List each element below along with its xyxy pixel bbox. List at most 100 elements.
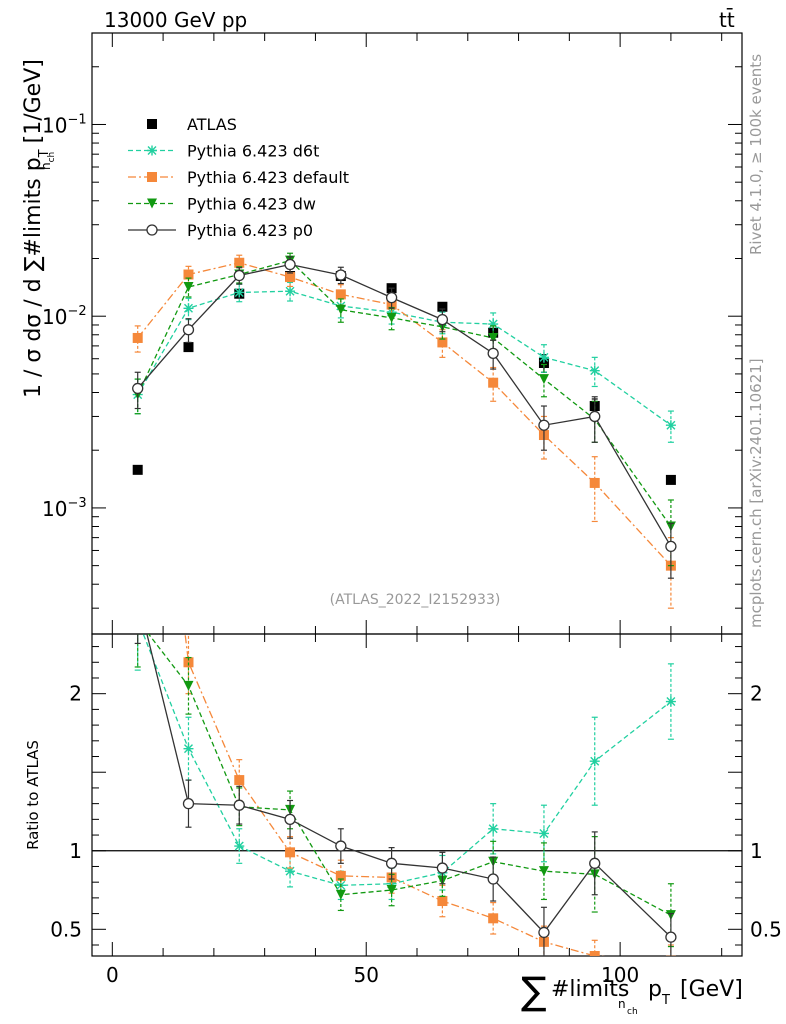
main-data-point: [665, 420, 676, 431]
main-data-point: [436, 313, 449, 326]
ratio-series-line: [142, 634, 672, 886]
ratio-data-point: [538, 926, 550, 939]
ratio-series-pythia-6-423-p0: [134, 634, 677, 956]
ratio-y-tick-label-right: 1: [750, 839, 763, 863]
main-data-point: [183, 269, 194, 280]
ratio-y-tick-label-right: 0.5: [750, 917, 782, 941]
main-y-tick-label: 10−2: [42, 304, 87, 329]
ratio-data-point: [665, 696, 676, 707]
main-data-point: [665, 540, 677, 553]
main-series-layer: [132, 252, 677, 609]
ratio-axis-ticks: 2 2 1 1 0.5 0.5: [50, 646, 782, 946]
header-collision-label: 13000 GeV pp: [104, 8, 247, 32]
ratio-data-point: [234, 775, 245, 786]
ylabel-main-unit: [1/GeV]: [21, 59, 46, 143]
ratio-data-point: [589, 756, 600, 767]
ratio-series-line: [184, 634, 606, 956]
legend-label: Pythia 6.423 dw: [187, 195, 316, 214]
y-axis-label-ratio: Ratio to ATLAS: [24, 740, 42, 850]
legend-label: Pythia 6.423 default: [187, 168, 349, 187]
legend: ATLAS Pythia 6.423 d6t Pythia 6.423 defaul…: [128, 115, 349, 240]
legend-label: Pythia 6.423 p0: [187, 221, 313, 240]
ratio-data-point: [233, 799, 245, 811]
ratio-data-point: [183, 743, 194, 754]
main-data-point: [234, 287, 245, 298]
main-axis-ticks: 10−110−210−3: [42, 66, 742, 609]
header-process-label: tt̄: [719, 7, 735, 32]
legend-entry: Pythia 6.423 default: [128, 168, 349, 187]
ratio-data-point: [436, 862, 449, 874]
main-data-point: [335, 269, 347, 281]
x-tick-label: 0: [106, 963, 119, 987]
main-data-point: [538, 352, 549, 363]
ratio-data-point: [589, 951, 600, 956]
ratio-data-point: [437, 896, 448, 907]
ratio-data-point: [487, 873, 499, 885]
x-axis-ticks: 0 50 100: [106, 33, 723, 987]
xlabel-sub-ch: ch: [627, 1007, 638, 1017]
main-data-point: [335, 304, 346, 315]
ratio-data-point: [665, 955, 676, 956]
main-y-tick-base: 10: [42, 497, 67, 521]
x-axis-label: ∑ #limits n ch p T [GeV]: [521, 969, 743, 1017]
main-data-point: [487, 347, 499, 360]
legend-entry: Pythia 6.423 d6t: [128, 142, 319, 161]
ratio-data-point: [183, 680, 194, 691]
ratio-data-point: [335, 840, 347, 852]
legend-entry: Pythia 6.423 dw: [128, 195, 316, 214]
ylabel-main-text: 1 / σ dσ / d ∑#limits p: [21, 157, 46, 398]
main-data-point: [233, 269, 245, 282]
main-data-point: [183, 342, 194, 353]
main-y-tick-exponent: −3: [67, 496, 86, 511]
legend-marker: [147, 119, 157, 129]
main-data-point: [488, 332, 499, 343]
main-y-tick-label: 10−1: [42, 112, 87, 137]
main-data-point: [385, 291, 398, 304]
ratio-data-point: [335, 889, 346, 900]
ratio-data-point: [285, 847, 296, 858]
ratio-data-point: [234, 841, 245, 852]
legend-marker: [146, 224, 158, 236]
ratio-data-point: [133, 615, 143, 625]
legend-label: ATLAS: [187, 115, 237, 134]
main-data-point: [488, 377, 499, 388]
main-y-tick-exponent: −2: [67, 304, 86, 319]
xlabel-sub-n: n: [618, 997, 626, 1011]
ratio-y-tick-label-left: 1: [69, 839, 82, 863]
main-y-tick-label: 10−3: [42, 496, 87, 521]
main-y-tick-base: 10: [42, 113, 67, 137]
main-data-point: [589, 477, 600, 488]
ratio-data-point: [665, 931, 677, 943]
ratio-y-tick-label-left: 0.5: [50, 917, 82, 941]
legend-marker: [147, 145, 157, 156]
main-data-point: [665, 474, 676, 485]
xlabel-limits: #limits: [551, 977, 629, 1002]
rivet-annotation: Rivet 4.1.0, ≥ 100k events: [747, 54, 765, 255]
main-data-point: [132, 464, 143, 475]
ratio-data-point: [133, 233, 143, 243]
ylabel-main-T: T: [37, 149, 52, 158]
ratio-data-point: [183, 657, 194, 668]
main-data-point: [437, 301, 448, 312]
xlabel-p: p: [648, 977, 662, 1002]
main-data-point: [285, 272, 296, 283]
x-tick-label: 100: [601, 963, 639, 987]
ratio-data-point: [538, 866, 549, 877]
ratio-data-point: [385, 857, 398, 869]
y-axis-label-main: 1 / σ dσ / d ∑#limits pT [1/GeV]: [21, 59, 52, 398]
svg-text:nch: nch: [39, 152, 57, 170]
legend-entry: ATLAS: [147, 115, 237, 134]
ratio-series-line: [147, 634, 672, 916]
ratio-clipped-layer: [133, 233, 677, 956]
main-data-point: [589, 365, 600, 376]
main-series-pythia-6-423-p0: [132, 256, 677, 579]
legend-label: Pythia 6.423 d6t: [187, 142, 319, 161]
main-data-point: [284, 258, 296, 271]
main-data-point: [183, 303, 194, 314]
legend-marker: [147, 198, 157, 209]
legend-entry: Pythia 6.423 p0: [128, 221, 313, 240]
main-data-point: [132, 332, 143, 343]
ratio-data-point: [488, 823, 499, 834]
main-data-point: [132, 382, 144, 395]
